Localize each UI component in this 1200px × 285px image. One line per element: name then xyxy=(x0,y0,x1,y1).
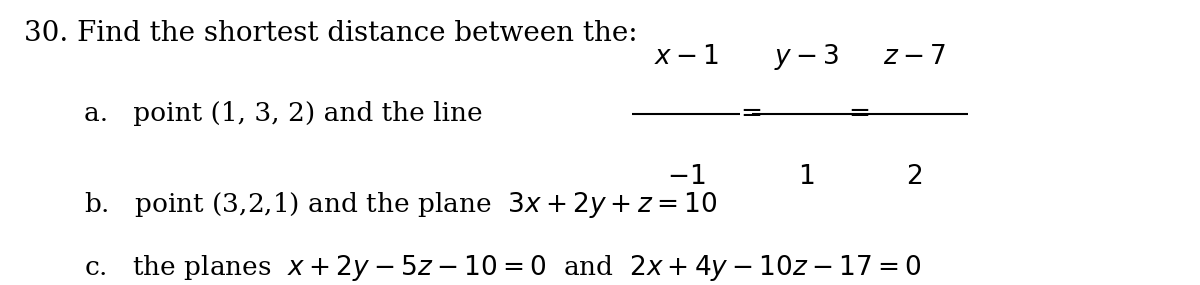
Text: b.   point (3,2,1) and the plane  $3x+2y+z=10$: b. point (3,2,1) and the plane $3x+2y+z=… xyxy=(84,190,718,220)
Text: a.   point (1, 3, 2) and the line: a. point (1, 3, 2) and the line xyxy=(84,101,491,127)
Text: c.   the planes  $x+2y-5z-10=0$  and  $2x+4y-10z-17=0$: c. the planes $x+2y-5z-10=0$ and $2x+4y-… xyxy=(84,253,922,283)
Text: =: = xyxy=(740,101,762,127)
Text: =: = xyxy=(848,101,870,127)
Text: 30. Find the shortest distance between the:: 30. Find the shortest distance between t… xyxy=(24,20,637,47)
Text: $-1$: $-1$ xyxy=(667,164,706,189)
Text: $z-7$: $z-7$ xyxy=(883,44,946,70)
Text: $y-3$: $y-3$ xyxy=(774,42,839,72)
Text: $2$: $2$ xyxy=(906,164,923,189)
Text: $x-1$: $x-1$ xyxy=(654,44,719,70)
Text: $1$: $1$ xyxy=(798,164,815,189)
